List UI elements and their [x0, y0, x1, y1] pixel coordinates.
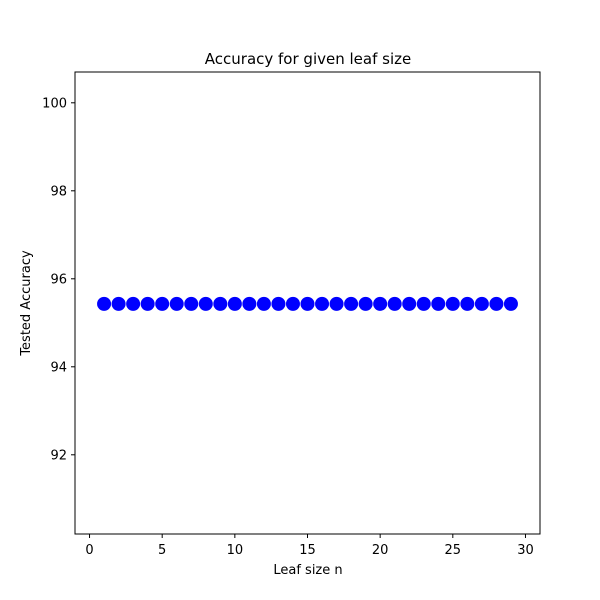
data-point — [140, 296, 155, 311]
data-point — [242, 296, 257, 311]
x-tick-label: 5 — [158, 543, 166, 558]
y-axis-label: Tested Accuracy — [19, 250, 34, 357]
data-point — [315, 296, 330, 311]
data-point — [213, 296, 228, 311]
x-tick-label: 20 — [372, 543, 389, 558]
y-axis: 92 94 96 98 100 — [42, 96, 75, 463]
y-tick-label: 92 — [50, 448, 67, 463]
data-point — [97, 296, 112, 311]
data-point — [256, 296, 271, 311]
data-point — [416, 296, 431, 311]
data-points — [97, 296, 518, 311]
data-point — [402, 296, 417, 311]
data-point — [126, 296, 141, 311]
data-point — [387, 296, 402, 311]
y-tick-label: 100 — [42, 96, 67, 111]
x-tick-label: 30 — [517, 543, 534, 558]
x-axis: 0 5 10 15 20 25 30 — [85, 534, 534, 558]
data-point — [184, 296, 199, 311]
data-point — [111, 296, 126, 311]
x-tick-label: 0 — [85, 543, 93, 558]
x-tick-label: 25 — [445, 543, 462, 558]
chart-title: Accuracy for given leaf size — [205, 50, 411, 68]
data-point — [489, 296, 504, 311]
x-axis-label: Leaf size n — [273, 563, 342, 578]
data-point — [358, 296, 373, 311]
y-tick-label: 98 — [50, 184, 67, 199]
data-point — [344, 296, 359, 311]
data-point — [373, 296, 388, 311]
y-tick-label: 96 — [50, 272, 67, 287]
x-tick-label: 15 — [299, 543, 316, 558]
data-point — [460, 296, 475, 311]
data-point — [271, 296, 286, 311]
data-point — [503, 296, 518, 311]
data-point — [300, 296, 315, 311]
data-point — [431, 296, 446, 311]
data-point — [285, 296, 300, 311]
data-point — [329, 296, 344, 311]
y-tick-label: 94 — [50, 360, 67, 375]
data-point — [445, 296, 460, 311]
data-point — [227, 296, 242, 311]
data-point — [198, 296, 213, 311]
data-point — [169, 296, 184, 311]
data-point — [474, 296, 489, 311]
data-point — [155, 296, 170, 311]
x-tick-label: 10 — [227, 543, 244, 558]
